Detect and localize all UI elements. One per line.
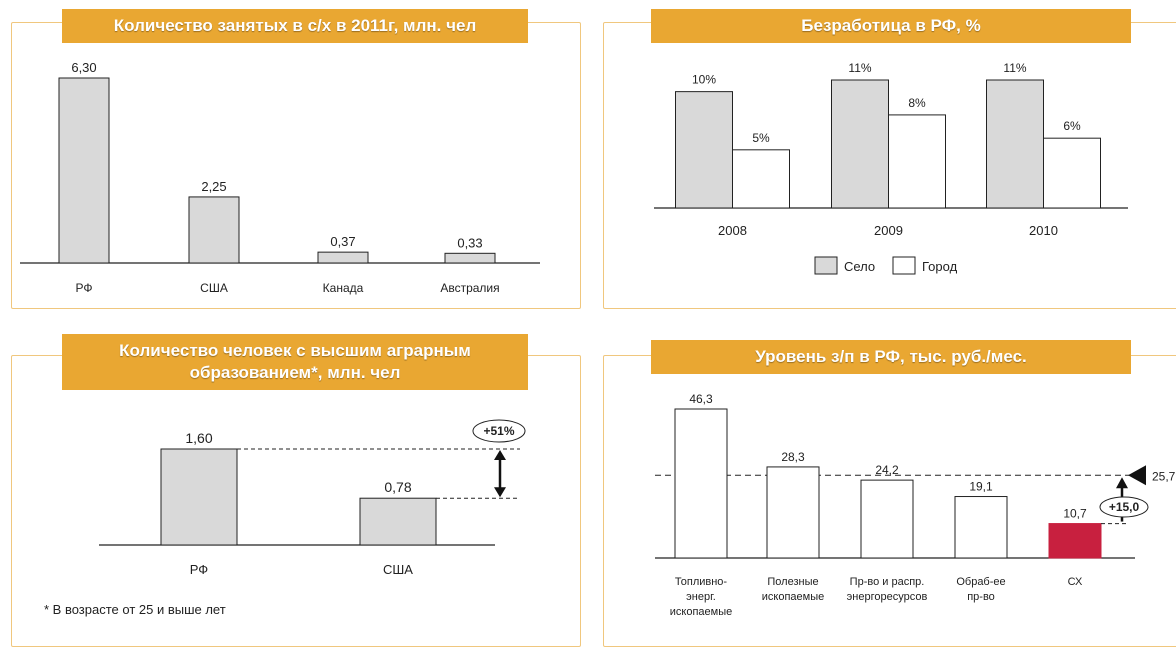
data-label: 24,2 <box>875 463 899 477</box>
annotation-label: +51% <box>483 424 514 438</box>
legend-label: Село <box>844 259 875 274</box>
data-label: 5% <box>752 131 770 145</box>
bar <box>888 114 946 209</box>
bar <box>317 251 369 264</box>
data-label: 2,25 <box>201 179 226 194</box>
tick-label: ископаемые <box>762 591 824 603</box>
tick-label: энерг. <box>686 591 716 603</box>
chart-title-salary: Уровень з/п в РФ, тыс. руб./мес. <box>651 340 1131 374</box>
bar <box>444 252 496 264</box>
bar <box>160 448 238 546</box>
tick-label: СХ <box>1068 576 1083 588</box>
tick-label: Топливно- <box>675 576 728 588</box>
bar <box>860 479 914 559</box>
tick-label: Полезные <box>767 576 818 588</box>
reference-marker <box>1128 465 1146 486</box>
data-label: 10,7 <box>1063 507 1087 521</box>
data-label: 6% <box>1063 119 1081 133</box>
tick-label: пр-во <box>967 591 995 603</box>
gap-arrow-head <box>1116 477 1128 489</box>
bar <box>986 79 1044 209</box>
data-label: 28,3 <box>781 450 805 464</box>
data-label: 0,37 <box>330 234 355 249</box>
chart-title-education: Количество человек с высшим аграрным обр… <box>62 334 528 390</box>
bar <box>674 408 728 559</box>
tick-label: РФ <box>76 281 93 295</box>
tick-label: ископаемые <box>670 606 732 618</box>
data-label: 46,3 <box>689 392 713 406</box>
panel-education <box>11 355 581 647</box>
annotation-label: +15,0 <box>1109 500 1140 514</box>
data-label: 11% <box>848 61 871 75</box>
bar <box>359 497 437 546</box>
chart-title-employed: Количество занятых в с/х в 2011г, млн. ч… <box>62 9 528 43</box>
data-label: 0,33 <box>457 235 482 250</box>
tick-label: Канада <box>323 281 364 295</box>
legend-label: Город <box>922 259 958 274</box>
annotation-bubble <box>472 419 526 443</box>
legend-swatch <box>892 256 916 275</box>
annotation-bubble <box>1099 496 1149 518</box>
tick-label: энергоресурсов <box>847 591 928 603</box>
tick-label: Пр-во и распр. <box>850 576 925 588</box>
bar <box>58 77 110 264</box>
data-label: 6,30 <box>71 60 96 75</box>
tick-label: 2008 <box>718 223 747 238</box>
bar <box>732 149 790 209</box>
chart-title-unemployment: Безработица в РФ, % <box>651 9 1131 43</box>
data-label: 0,78 <box>384 479 411 495</box>
bar <box>831 79 889 209</box>
bar <box>1043 137 1101 209</box>
data-label: 19,1 <box>969 480 993 494</box>
tick-label: США <box>200 281 228 295</box>
arrow-head-up <box>494 450 506 460</box>
tick-label: РФ <box>190 562 209 577</box>
data-label: 10% <box>692 73 716 87</box>
bar-highlight <box>1048 523 1102 559</box>
data-label: 11% <box>1003 61 1026 75</box>
tick-label: Обраб-ее <box>956 576 1005 588</box>
data-label: 8% <box>908 96 926 110</box>
data-label: 1,60 <box>185 430 212 446</box>
bar <box>954 496 1008 559</box>
bar <box>188 196 240 264</box>
tick-label: США <box>383 562 413 577</box>
bar <box>675 91 733 209</box>
legend-swatch <box>814 256 838 275</box>
reference-label: 25,7 <box>1152 469 1176 483</box>
bar <box>766 466 820 559</box>
arrow-head-down <box>494 487 506 498</box>
tick-label: Австралия <box>440 281 499 295</box>
footnote: * В возрасте от 25 и выше лет <box>44 602 226 617</box>
tick-label: 2010 <box>1029 223 1058 238</box>
tick-label: 2009 <box>874 223 903 238</box>
